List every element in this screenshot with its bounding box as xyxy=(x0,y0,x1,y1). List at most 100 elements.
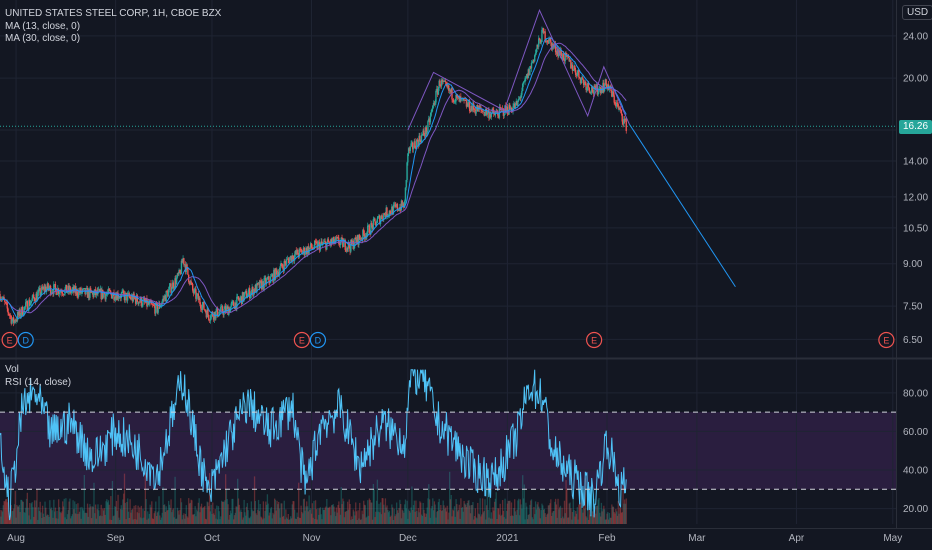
volume-bar xyxy=(335,507,338,524)
candle-body xyxy=(372,219,375,230)
volume-bar xyxy=(282,516,284,524)
candle-body xyxy=(25,301,28,303)
candle-body xyxy=(432,102,435,106)
candle-body xyxy=(445,82,448,85)
volume-bar xyxy=(118,517,120,524)
volume-bar xyxy=(41,517,43,524)
candle-body xyxy=(239,298,241,301)
volume-bar xyxy=(624,499,626,524)
candle-body xyxy=(419,135,421,141)
candle-body xyxy=(475,110,477,114)
volume-bar xyxy=(567,517,570,524)
earnings-event-marker[interactable]: E xyxy=(1,331,18,349)
candle-body xyxy=(152,304,155,306)
candle-body xyxy=(529,66,531,76)
ma13-legend[interactable]: MA (13, close, 0) xyxy=(5,20,81,32)
earnings-event-marker[interactable]: E xyxy=(878,331,895,349)
volume-bar xyxy=(334,511,336,524)
volume-bar xyxy=(117,494,119,524)
candle-body xyxy=(243,294,245,301)
earnings-event-marker[interactable]: E xyxy=(586,331,603,349)
candle-body xyxy=(144,301,147,303)
volume-bar xyxy=(258,511,261,524)
volume-bar xyxy=(360,519,362,524)
volume-bar xyxy=(400,518,403,524)
volume-bar xyxy=(106,502,109,524)
candle-body xyxy=(4,302,7,303)
candle-body xyxy=(516,101,518,106)
volume-bar xyxy=(404,504,406,524)
candle-body xyxy=(42,287,45,289)
candle-body xyxy=(362,229,365,234)
volume-bar xyxy=(359,519,362,524)
volume-bar xyxy=(388,510,391,524)
volume-bar xyxy=(109,519,111,524)
candle-body xyxy=(336,237,338,239)
volume-bar xyxy=(8,513,10,524)
candle-body xyxy=(509,107,512,110)
volume-bar xyxy=(97,504,99,524)
volume-bar xyxy=(306,506,309,524)
main-legend: UNITED STATES STEEL CORP, 1h, Cboe BZX M… xyxy=(5,8,221,46)
dividend-event-marker[interactable]: D xyxy=(17,331,34,349)
candle-body xyxy=(23,307,25,315)
ma30-legend[interactable]: MA (30, close, 0) xyxy=(5,33,81,44)
volume-bar xyxy=(524,519,526,524)
candle-body xyxy=(352,240,354,249)
candle-body xyxy=(387,215,389,217)
volume-bar xyxy=(249,518,251,524)
candle-body xyxy=(334,237,337,242)
volume-bar xyxy=(586,517,588,524)
volume-bar xyxy=(283,500,285,524)
candle-body xyxy=(259,280,261,288)
volume-bar xyxy=(318,508,321,524)
volume-bar xyxy=(110,496,112,524)
candle-body xyxy=(49,285,51,289)
candle-body xyxy=(542,28,544,30)
pattern-drawing xyxy=(407,8,630,131)
symbol-title[interactable]: UNITED STATES STEEL CORP, 1h, Cboe BZX xyxy=(5,8,222,19)
last-price-tag: 16.26 xyxy=(899,120,932,134)
dividend-event-marker[interactable]: D xyxy=(309,331,327,349)
candle-body xyxy=(519,97,521,99)
volume-bar xyxy=(457,511,459,524)
volume-bar xyxy=(425,513,428,524)
candle-body xyxy=(54,284,57,289)
currency-label[interactable]: USD xyxy=(902,5,932,20)
volume-bar xyxy=(549,503,551,524)
volume-bar xyxy=(480,516,482,524)
candle-body xyxy=(18,309,20,316)
volume-bar xyxy=(282,515,285,524)
candle-body xyxy=(199,298,201,305)
volume-bar xyxy=(394,516,396,524)
candle-body xyxy=(129,296,131,298)
volume-bar xyxy=(316,519,318,524)
candle-body xyxy=(479,107,481,109)
volume-bar xyxy=(624,503,627,524)
candle-body xyxy=(130,297,132,300)
price-tick-label: 6.50 xyxy=(903,335,923,346)
earnings-event-marker[interactable]: E xyxy=(293,331,310,349)
candle-body xyxy=(232,301,235,307)
candle-body xyxy=(148,301,151,305)
volume-legend[interactable]: Vol xyxy=(5,364,19,375)
candle-body xyxy=(206,309,208,318)
candle-body xyxy=(525,74,528,78)
candle-body xyxy=(329,242,331,245)
volume-bar xyxy=(222,501,224,524)
candle-body xyxy=(294,250,297,255)
volume-bar xyxy=(301,511,303,524)
candle-body xyxy=(561,54,563,60)
volume-bar xyxy=(311,503,314,524)
rsi-legend[interactable]: RSI (14, close) xyxy=(5,376,72,388)
candle-body xyxy=(269,276,272,284)
volume-bar xyxy=(496,519,498,524)
candle-body xyxy=(181,260,183,263)
volume-bar xyxy=(37,507,40,524)
volume-bar xyxy=(38,511,41,524)
volume-bar xyxy=(170,499,172,524)
candle-body xyxy=(509,104,511,110)
volume-bar xyxy=(250,501,252,524)
candle-body xyxy=(228,308,230,315)
